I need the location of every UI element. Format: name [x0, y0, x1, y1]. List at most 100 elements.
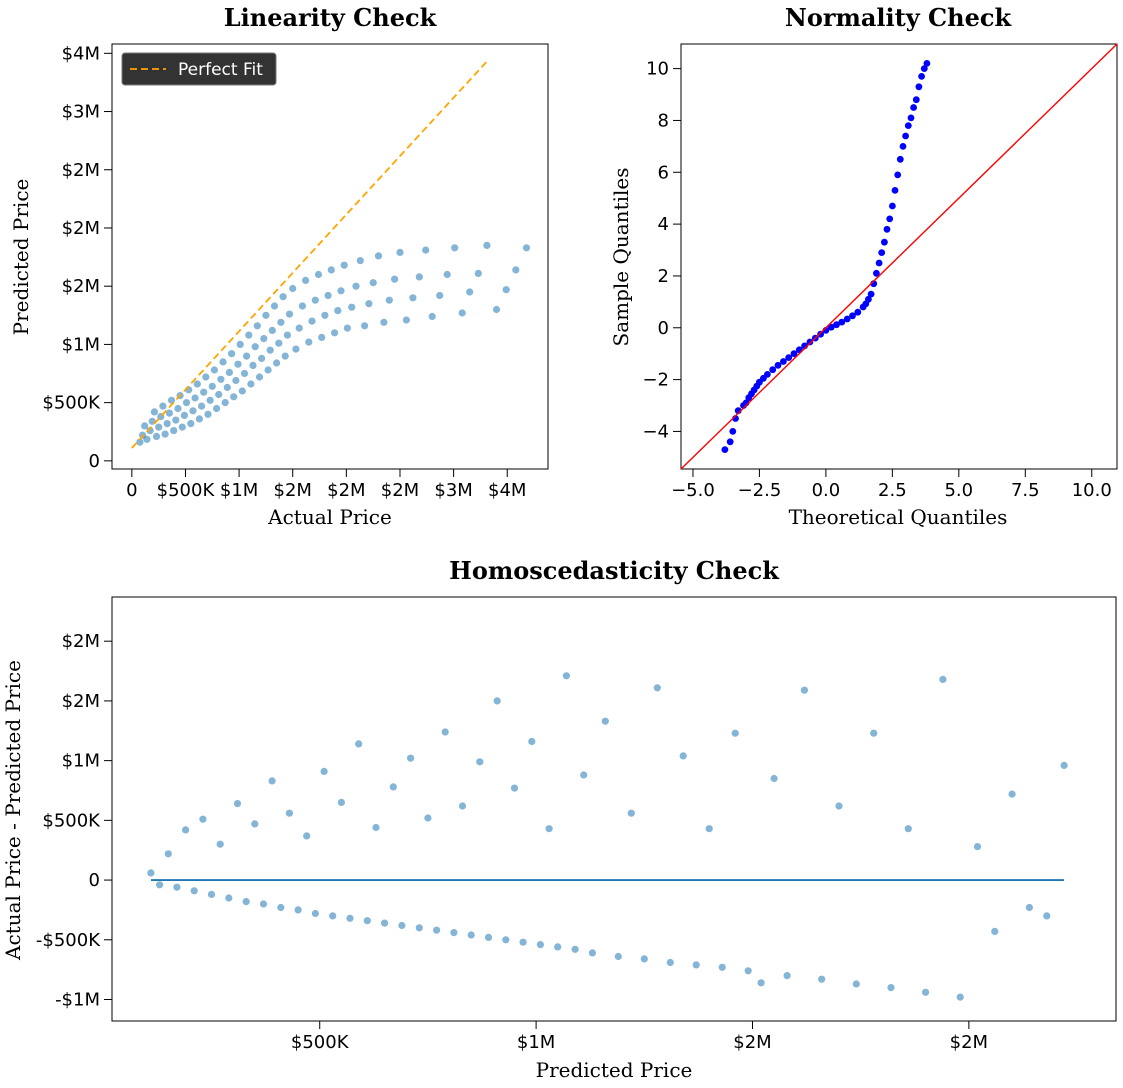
data-point: [243, 352, 251, 360]
data-point: [365, 300, 373, 308]
x-tick-label: $2M: [733, 1032, 771, 1053]
data-point: [320, 767, 328, 776]
x-tick-label: 10.0: [1072, 480, 1112, 501]
y-tick-label: 0: [89, 870, 100, 891]
data-point: [206, 396, 214, 404]
y-tick-label: $2M: [62, 218, 100, 239]
data-point: [259, 900, 268, 908]
data-point: [588, 949, 597, 957]
data-point: [294, 906, 302, 914]
linearity-title: Linearity Check: [224, 3, 438, 32]
data-point: [369, 279, 377, 287]
data-point: [492, 305, 501, 314]
linearity-y-label: Predicted Price: [9, 179, 33, 336]
normality-x-label: Theoretical Quantiles: [789, 505, 1008, 529]
linearity-x-label: Actual Price: [267, 505, 392, 529]
data-point: [519, 938, 527, 946]
y-tick-label: $1M: [62, 334, 100, 355]
homoscedasticity-x-ticks: $500K $1M $2M $2M: [291, 1021, 988, 1053]
data-point: [217, 375, 225, 383]
data-point: [721, 446, 729, 453]
data-point: [262, 311, 270, 319]
data-point: [484, 933, 493, 942]
data-point: [450, 929, 458, 937]
data-point: [210, 366, 218, 374]
data-point: [343, 324, 351, 332]
data-point: [887, 984, 895, 992]
y-tick-label: 0: [658, 318, 669, 339]
data-point: [223, 383, 231, 392]
data-point: [580, 771, 588, 779]
data-point: [215, 390, 223, 399]
data-point: [198, 402, 206, 410]
qq-reference-line: [680, 43, 1118, 470]
data-point: [881, 238, 888, 246]
data-point: [174, 404, 182, 413]
data-point: [329, 912, 337, 920]
data-point: [467, 931, 475, 939]
y-tick-label: $2M: [62, 276, 100, 297]
data-point: [295, 324, 303, 332]
x-tick-label: 0.0: [812, 480, 841, 501]
data-point: [562, 672, 571, 680]
data-point: [528, 737, 536, 746]
data-point: [867, 290, 875, 298]
data-point: [757, 979, 765, 987]
data-point: [601, 717, 609, 725]
data-point: [512, 266, 520, 274]
data-point: [292, 345, 300, 353]
data-point: [854, 308, 862, 316]
data-point: [202, 373, 210, 381]
data-point: [178, 423, 186, 431]
data-point: [264, 366, 272, 374]
data-point: [907, 114, 915, 122]
data-point: [899, 143, 907, 150]
data-point: [389, 783, 397, 791]
y-tick-label: $500K: [42, 810, 101, 831]
data-point: [679, 752, 687, 760]
y-tick-label: 4: [658, 214, 669, 235]
x-tick-label: $3M: [434, 480, 472, 501]
data-point: [729, 428, 737, 435]
linearity-legend: Perfect Fit: [121, 52, 277, 86]
data-point: [190, 887, 198, 895]
data-point: [159, 402, 167, 410]
data-point: [614, 952, 622, 961]
data-point: [240, 369, 249, 378]
data-point: [245, 331, 253, 339]
x-tick-label: −5.0: [671, 480, 715, 501]
data-point: [780, 358, 787, 365]
data-point: [311, 296, 319, 304]
homoscedasticity-y-label: Actual Price - Predicted Price: [1, 660, 25, 961]
data-point: [790, 350, 798, 358]
data-point: [838, 318, 846, 326]
data-point: [143, 435, 151, 443]
data-point: [910, 104, 917, 111]
data-point: [800, 686, 809, 694]
y-tick-label: $2M: [62, 631, 100, 652]
data-point: [806, 338, 814, 346]
data-point: [380, 318, 388, 326]
data-point: [277, 318, 285, 326]
data-point: [221, 399, 229, 407]
data-point: [385, 296, 393, 304]
data-point: [251, 820, 259, 828]
data-point: [493, 697, 501, 705]
data-point: [150, 408, 158, 416]
data-point: [818, 975, 826, 983]
data-point: [522, 244, 531, 252]
x-tick-label: $2M: [381, 480, 419, 501]
data-point: [266, 346, 274, 354]
data-point: [902, 132, 909, 140]
data-point: [458, 309, 466, 317]
data-point: [200, 388, 208, 396]
data-point: [170, 427, 178, 435]
data-point: [396, 248, 404, 256]
data-point: [260, 335, 268, 343]
data-point: [627, 809, 635, 817]
data-point: [141, 422, 149, 430]
data-point: [136, 438, 144, 446]
y-tick-label: 0: [89, 451, 100, 472]
x-tick-label: $4M: [488, 480, 526, 501]
data-point: [536, 941, 545, 949]
